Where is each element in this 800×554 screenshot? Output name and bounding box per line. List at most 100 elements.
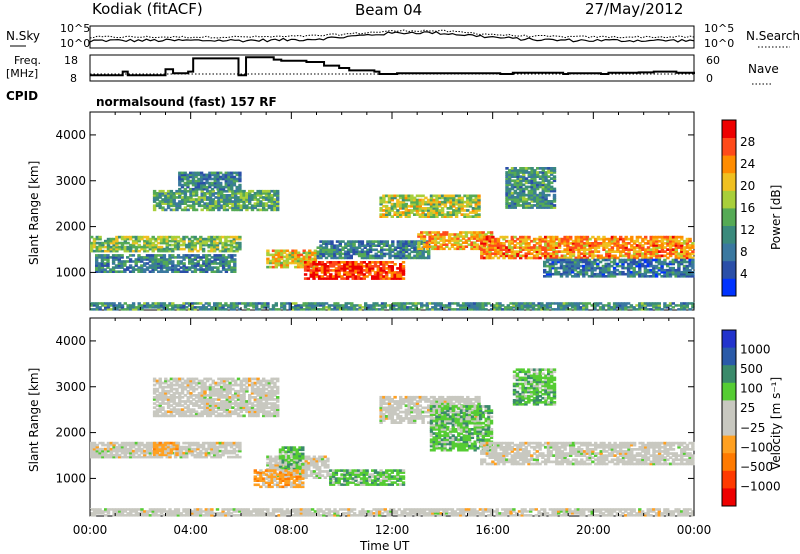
power-cell-0-10-2 xyxy=(118,245,122,249)
power-cell-7-12-7 xyxy=(413,200,417,204)
power-cell-10-9-16 xyxy=(530,173,534,176)
power-cell-6-0-2 xyxy=(316,252,320,256)
power-cell-4-10-2 xyxy=(294,261,298,265)
power-cell-9-37-9 xyxy=(582,237,587,241)
power-cell-10-5-3 xyxy=(519,200,523,203)
power-cell-6-16-6 xyxy=(360,244,365,247)
power-cell-11-10-6 xyxy=(571,262,575,266)
power-cell-9-28-7 xyxy=(557,242,562,245)
velocity-cell-0-49-3 xyxy=(227,449,231,453)
velocity-cell-0-24-0 xyxy=(157,455,161,459)
power-cell-11-31-5 xyxy=(629,264,634,268)
power-cell-7-29-9 xyxy=(460,196,464,200)
power-cell-9-50-1 xyxy=(619,254,623,258)
power-cell-12-133-3 xyxy=(461,302,466,305)
velocity-cell-2-6-5 xyxy=(169,404,174,407)
power-cell-2-28-0 xyxy=(231,208,235,212)
power-cell-10-17-8 xyxy=(552,189,557,193)
power-cell-10-8-16 xyxy=(527,173,531,176)
power-cell-9-63-9 xyxy=(655,237,659,241)
power-cell-11-14-1 xyxy=(582,272,586,276)
velocity-cell-0-40-7 xyxy=(201,441,206,445)
velocity-cell-0-14-5 xyxy=(129,445,133,449)
power-cell-12-7-0 xyxy=(109,308,113,311)
power-cell-8-6-7 xyxy=(433,233,438,236)
power-cell-10-8-7 xyxy=(527,191,531,195)
power-cell-11-20-3 xyxy=(598,268,603,272)
power-cell-1-0-2 xyxy=(95,266,99,269)
power-cell-6-24-1 xyxy=(382,254,387,258)
power-cell-12-45-1 xyxy=(215,306,220,309)
power-cell-4-4-3 xyxy=(277,259,281,263)
power-cell-7-20-2 xyxy=(435,211,439,214)
power-cell-6-29-6 xyxy=(396,244,400,247)
power-cell-10-3-12 xyxy=(513,181,517,185)
power-cell-0-40-6 xyxy=(201,237,206,241)
power-cell-2-6-5 xyxy=(169,198,174,201)
power-cell-0-38-0 xyxy=(196,249,200,253)
power-cell-0-49-1 xyxy=(227,247,231,251)
power-cell-3-15-6 xyxy=(219,175,223,179)
power-cell-5-25-6 xyxy=(373,265,378,268)
power-cell-1-26-1 xyxy=(168,268,172,271)
power-cell-2-40-2 xyxy=(264,204,269,208)
power-cell-1-16-7 xyxy=(140,256,144,259)
power-cell-10-6-5 xyxy=(522,195,526,199)
power-cell-12-201-3 xyxy=(652,302,656,305)
power-cell-7-20-6 xyxy=(435,202,439,206)
power-cell-4-0-8 xyxy=(266,249,270,253)
power-cell-5-25-2 xyxy=(373,273,378,276)
power-cell-12-132-0 xyxy=(459,308,463,311)
power-cell-9-40-7 xyxy=(591,242,595,245)
power-cell-5-33-0 xyxy=(396,277,400,280)
velocity-cell-0-32-2 xyxy=(179,451,183,455)
power-cell-11-24-5 xyxy=(610,264,614,268)
power-cell-10-2-1 xyxy=(510,204,515,207)
power-cell-2-15-4 xyxy=(194,200,199,203)
power-cell-6-2-8 xyxy=(322,240,326,243)
power-cell-7-35-10 xyxy=(477,194,481,198)
power-cell-6-33-1 xyxy=(407,254,412,258)
power-cell-7-13-10 xyxy=(415,194,420,198)
power-cell-9-37-0 xyxy=(582,256,587,260)
power-cell-9-68-1 xyxy=(669,254,673,258)
power-cell-11-34-1 xyxy=(638,272,642,276)
power-cell-12-170-1 xyxy=(565,306,569,309)
power-cell-6-20-6 xyxy=(371,244,376,247)
power-cell-7-9-3 xyxy=(404,209,408,212)
power-cell-6-26-1 xyxy=(388,254,392,258)
power-cell-7-16-1 xyxy=(424,213,428,216)
radar-title: Kodiak (fitACF) xyxy=(92,0,203,18)
power-cell-0-49-3 xyxy=(227,243,231,247)
power-cell-9-68-8 xyxy=(669,239,673,243)
power-cell-5-16-3 xyxy=(348,271,353,274)
power-cell-1-18-1 xyxy=(145,268,150,271)
power-cell-2-7-3 xyxy=(172,202,176,205)
power-cell-8-5-8 xyxy=(431,231,435,234)
power-cell-9-46-3 xyxy=(607,250,612,253)
power-cell-7-7-7 xyxy=(399,200,403,204)
velocity-cell-2-5-7 xyxy=(166,400,171,403)
power-cell-0-28-3 xyxy=(168,243,172,247)
power-cell-8-8-4 xyxy=(439,239,443,242)
power-cell-11-42-7 xyxy=(660,260,664,264)
power-cell-12-203-1 xyxy=(657,306,661,309)
power-cell-10-17-15 xyxy=(552,175,557,178)
power-cell-1-35-7 xyxy=(193,256,198,259)
power-cell-7-26-5 xyxy=(452,204,456,208)
power-cell-11-20-7 xyxy=(598,260,603,264)
power-cell-9-47-5 xyxy=(610,246,615,249)
velocity-cell-0-34-5 xyxy=(185,445,189,449)
power-cell-5-19-3 xyxy=(357,271,361,274)
power-cell-0-22-6 xyxy=(151,237,155,241)
velocity-cell-0-4-0 xyxy=(101,455,105,459)
power-cell-1-43-4 xyxy=(216,262,220,265)
power-cell-3-2-2 xyxy=(183,183,187,187)
power-cell-0-28-0 xyxy=(168,249,172,253)
power-cell-7-11-3 xyxy=(410,209,414,212)
velocity-cell-0-12-1 xyxy=(123,453,127,457)
power-cell-9-73-7 xyxy=(682,242,687,245)
power-cell-9-37-6 xyxy=(582,244,587,247)
power-cell-5-2-3 xyxy=(309,271,313,274)
velocity-cell-0-21-5 xyxy=(148,445,153,449)
